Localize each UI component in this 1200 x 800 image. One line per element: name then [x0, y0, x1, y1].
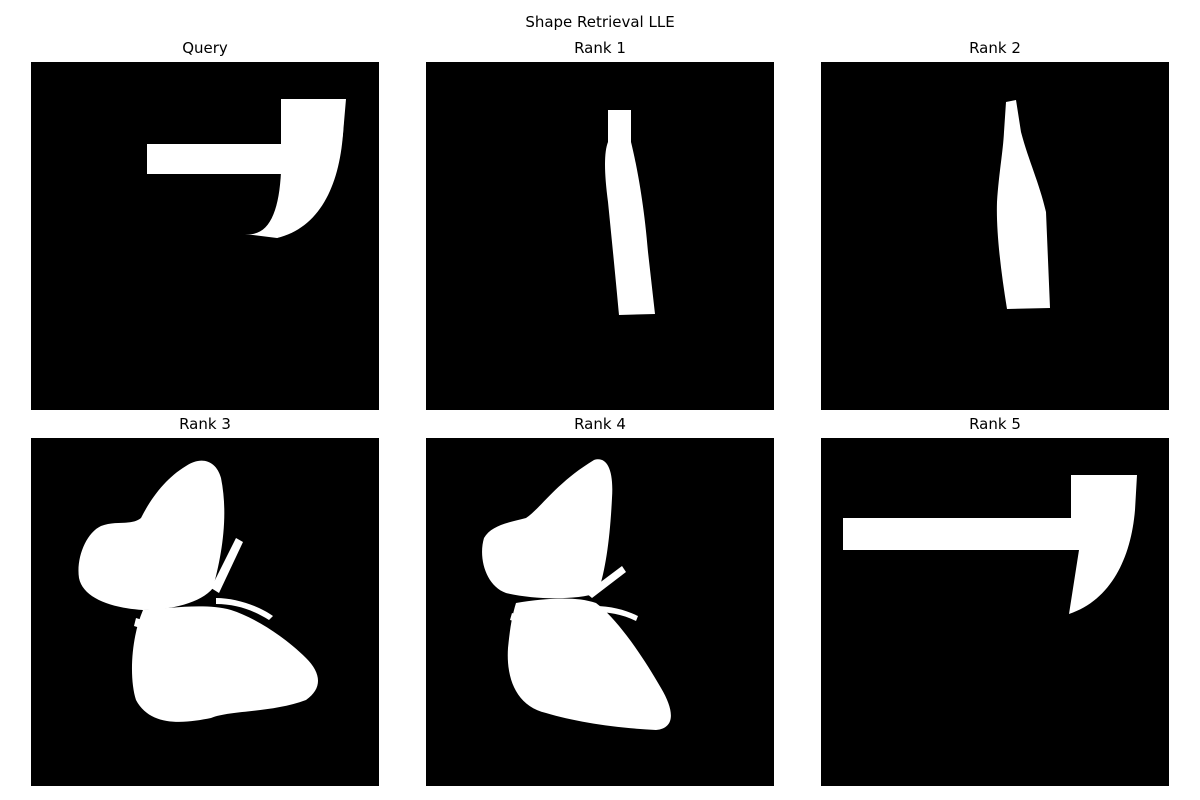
- panel-title-rank-3: Rank 3: [179, 415, 231, 433]
- rank-4-image: [426, 438, 774, 786]
- rank-2-image: [821, 62, 1169, 410]
- bottle-shape: [996, 100, 1050, 309]
- panel-title-rank-4: Rank 4: [574, 415, 626, 433]
- rank-3-image: [31, 438, 379, 786]
- figure-title: Shape Retrieval LLE: [525, 13, 675, 31]
- panel-title-query: Query: [182, 39, 228, 57]
- butterfly-shape: [78, 460, 319, 722]
- rank-1-image: [426, 62, 774, 410]
- query-hammer-shape: [147, 99, 346, 238]
- rank-3-butterfly-shape: [78, 460, 319, 722]
- rank-2-bottle-shape: [996, 100, 1050, 309]
- query-image: [31, 62, 379, 410]
- rank-4-butterfly-shape: [482, 459, 671, 730]
- bottle-shape: [605, 110, 655, 315]
- panel-title-rank-5: Rank 5: [969, 415, 1021, 433]
- panel-title-rank-1: Rank 1: [574, 39, 626, 57]
- hammer-shape: [843, 475, 1137, 614]
- rank-1-bottle-shape: [605, 110, 655, 315]
- panel-title-rank-2: Rank 2: [969, 39, 1021, 57]
- rank-5-image: [821, 438, 1169, 786]
- butterfly-shape: [482, 459, 671, 730]
- rank-5-hammer-shape: [843, 475, 1137, 614]
